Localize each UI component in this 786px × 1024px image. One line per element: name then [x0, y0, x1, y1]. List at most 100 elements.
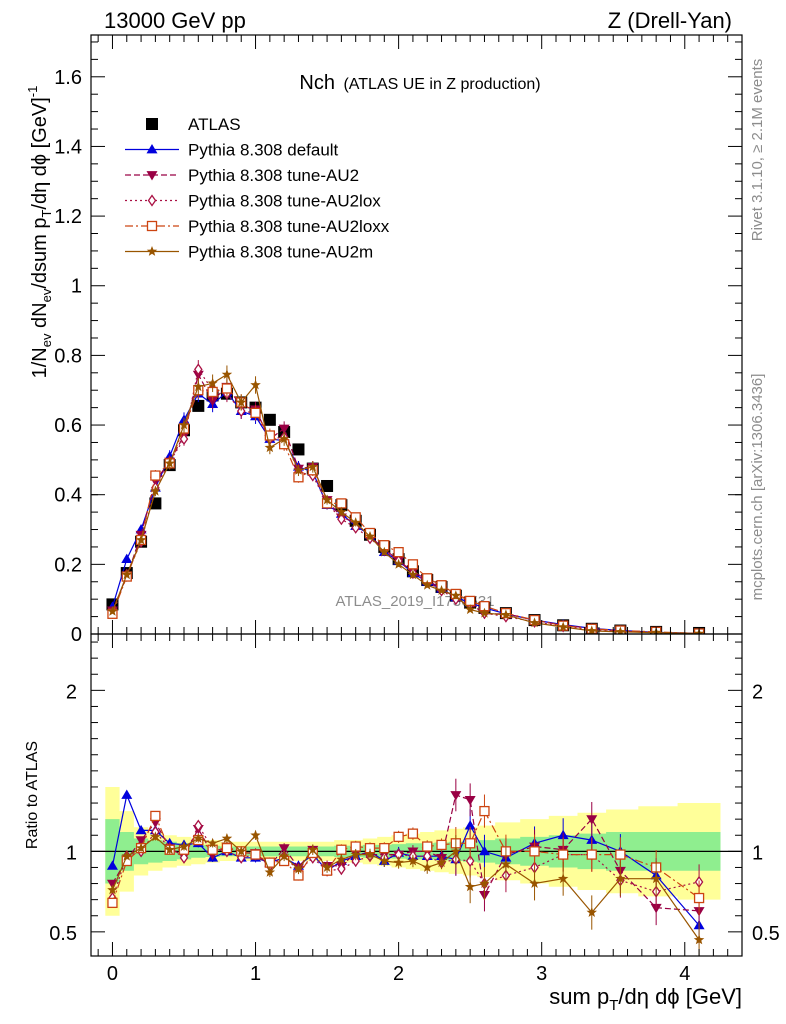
ratio-point-AU2 — [464, 795, 476, 806]
xtick-label: 4 — [679, 963, 690, 985]
rivet-label: Rivet 3.1.10, ≥ 2.1M events — [749, 59, 766, 242]
main-point-AU2m — [379, 546, 390, 557]
ratio-point-default — [135, 824, 147, 835]
legend-label: Pythia 8.308 tune-AU2lox — [188, 192, 381, 211]
main-point-AU2m — [250, 379, 261, 390]
ratio-line-AU2loxx — [111, 809, 700, 904]
main-point-AU2m — [393, 558, 404, 569]
ratio-point-AU2 — [450, 791, 462, 801]
xtick-label: 0 — [107, 963, 118, 985]
main-point-AU2loxx — [336, 498, 347, 509]
xtick-label: 2 — [393, 963, 404, 985]
ratio-point-AU2m — [293, 863, 304, 874]
ratio-y-axis-label: Ratio to ATLAS — [24, 741, 41, 849]
main-point-AU2m — [150, 485, 161, 496]
xtick-label: 3 — [536, 963, 547, 985]
legend-label: Pythia 8.308 default — [188, 141, 339, 160]
main-point-AU2m — [364, 531, 376, 541]
main-point-AU2m — [121, 569, 132, 580]
ratio-point-AU2m — [336, 853, 347, 864]
ratio-point-AU2 — [135, 836, 147, 846]
main-point-ATLAS — [192, 399, 205, 412]
main-point-AU2m — [293, 464, 304, 475]
ratio-point-AU2m — [464, 881, 476, 892]
main-point-AU2m — [336, 506, 347, 517]
ratio-ytick-label: 1 — [66, 842, 77, 864]
main-ytick-label: 1.2 — [54, 206, 82, 228]
main-ytick-label: 1.6 — [54, 67, 82, 89]
ratio-point-AU2m — [557, 873, 569, 884]
ratio-point-AU2loxx — [436, 839, 447, 851]
ratio-point-AU2m — [479, 878, 490, 888]
main-point-AU2m — [321, 494, 333, 505]
ratio-point-AU2m — [107, 884, 118, 895]
ratio-point-AU2 — [278, 844, 290, 854]
ratio-point-AU2loxx — [586, 849, 597, 860]
main-point-AU2loxx — [407, 559, 419, 570]
ratio-series-AU2m — [107, 829, 705, 956]
main-title-sub: (ATLAS UE in Z production) — [343, 76, 540, 93]
ratio-point-AU2m — [500, 858, 512, 869]
ratio-point-AU2lox — [194, 819, 203, 832]
ratio-point-AU2loxx — [379, 842, 390, 854]
main-point-AU2m — [135, 534, 147, 545]
ratio-panel: 0.5 0.5 1 1 2 2 0 1 2 3 4 Ratio to ATLAS — [24, 633, 780, 985]
legend-label: Pythia 8.308 tune-AU2loxx — [188, 217, 390, 236]
mcplots-label: mcplots.cern.ch [arXiv:1306.3436] — [749, 374, 766, 601]
ratio-point-AU2loxx — [693, 892, 705, 904]
header-left: 13000 GeV pp — [104, 8, 246, 33]
ratio-point-AU2m — [278, 850, 290, 861]
ratio-point-AU2m — [250, 829, 261, 840]
ratio-point-AU2m — [264, 866, 276, 877]
ratio-point-default — [464, 820, 476, 830]
main-point-AU2loxx — [264, 430, 275, 441]
main-ytick-label: 0.2 — [54, 554, 82, 576]
main-point-AU2m — [450, 590, 462, 601]
ratio-point-AU2m — [693, 934, 705, 945]
main-point-AU2m — [107, 605, 118, 616]
main-ytick-label: 0.6 — [54, 415, 82, 437]
main-ytick-label: 0.4 — [54, 485, 82, 507]
ratio-point-AU2m — [135, 842, 147, 853]
main-point-AU2m — [264, 442, 276, 453]
x-axis-label: sum pT/dη dϕ [GeV] — [549, 984, 742, 1014]
ratio-point-AU2m — [164, 844, 175, 855]
ratio-point-AU2m — [422, 862, 433, 872]
ratio-point-AU2m — [529, 878, 540, 888]
ratio-point-AU2 — [106, 879, 118, 890]
legend-item-default: Pythia 8.308 default — [125, 141, 339, 160]
legend-item-ATLAS: ATLAS — [146, 115, 241, 134]
ratio-point-AU2m — [364, 849, 376, 859]
main-point-AU2m — [307, 461, 318, 472]
ratio-point-AU2m — [350, 849, 361, 859]
main-point-default — [121, 553, 133, 563]
main-point-AU2lox — [337, 512, 346, 526]
ratio-point-AU2m — [178, 841, 190, 851]
main-line-AU2m — [111, 373, 700, 634]
main-point-ATLAS — [321, 479, 334, 492]
ratio-point-AU2loxx — [221, 842, 233, 854]
main-ytick-label: 1 — [71, 276, 82, 298]
ratio-point-AU2m — [236, 845, 247, 856]
ratio-ytick-label: 2 — [66, 681, 77, 703]
ratio-point-AU2loxx — [336, 844, 347, 855]
ratio-point-AU2m — [207, 837, 218, 848]
main-point-AU2m — [207, 377, 218, 388]
ratio-point-AU2loxx — [150, 810, 161, 822]
main-point-AU2 — [278, 424, 290, 435]
main-point-AU2m — [221, 369, 233, 379]
main-point-AU2m — [436, 585, 447, 595]
legend-marker — [146, 171, 158, 181]
ratio-point-AU2lox — [465, 854, 475, 868]
main-point-AU2loxx — [393, 547, 404, 558]
legend-marker — [146, 246, 158, 256]
main-point-AU2m — [193, 381, 204, 392]
ratio-point-AU2loxx — [107, 897, 118, 909]
main-point-AU2loxx — [465, 595, 476, 607]
ratio-point-AU2m — [436, 857, 447, 868]
ratio-point-AU2loxx — [479, 805, 490, 817]
legend-marker — [146, 118, 158, 130]
main-point-AU2m — [407, 569, 419, 580]
legend-item-AU2loxx: Pythia 8.308 tune-AU2loxx — [125, 217, 390, 236]
